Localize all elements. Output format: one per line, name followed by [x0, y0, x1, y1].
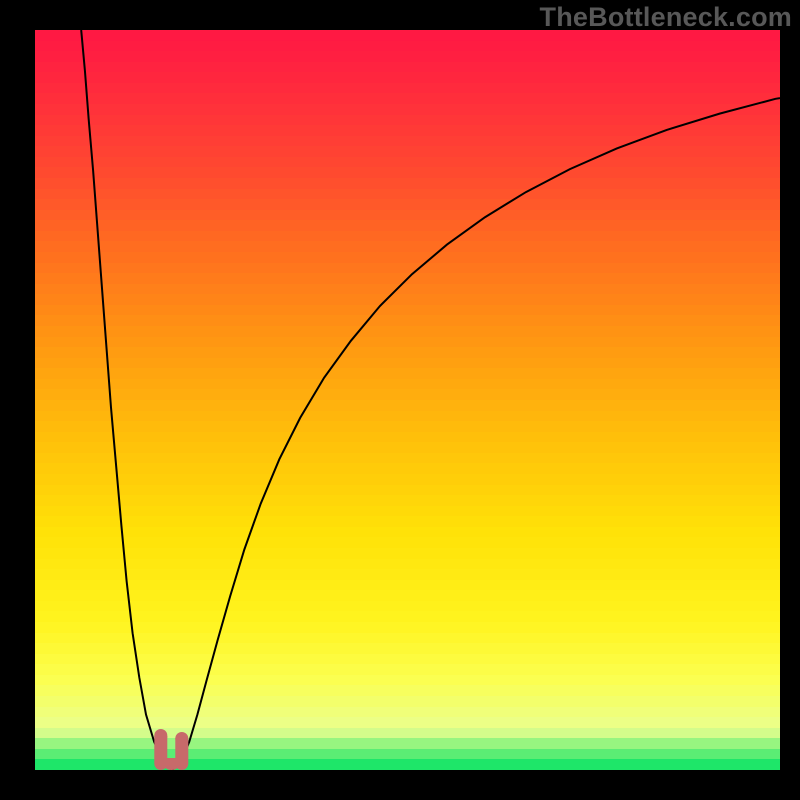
- plot-area: [35, 30, 780, 770]
- bottleneck-curve: [35, 30, 780, 770]
- watermark-text: TheBottleneck.com: [540, 2, 792, 33]
- u-marker: [154, 729, 188, 770]
- chart-root: TheBottleneck.com: [0, 0, 800, 800]
